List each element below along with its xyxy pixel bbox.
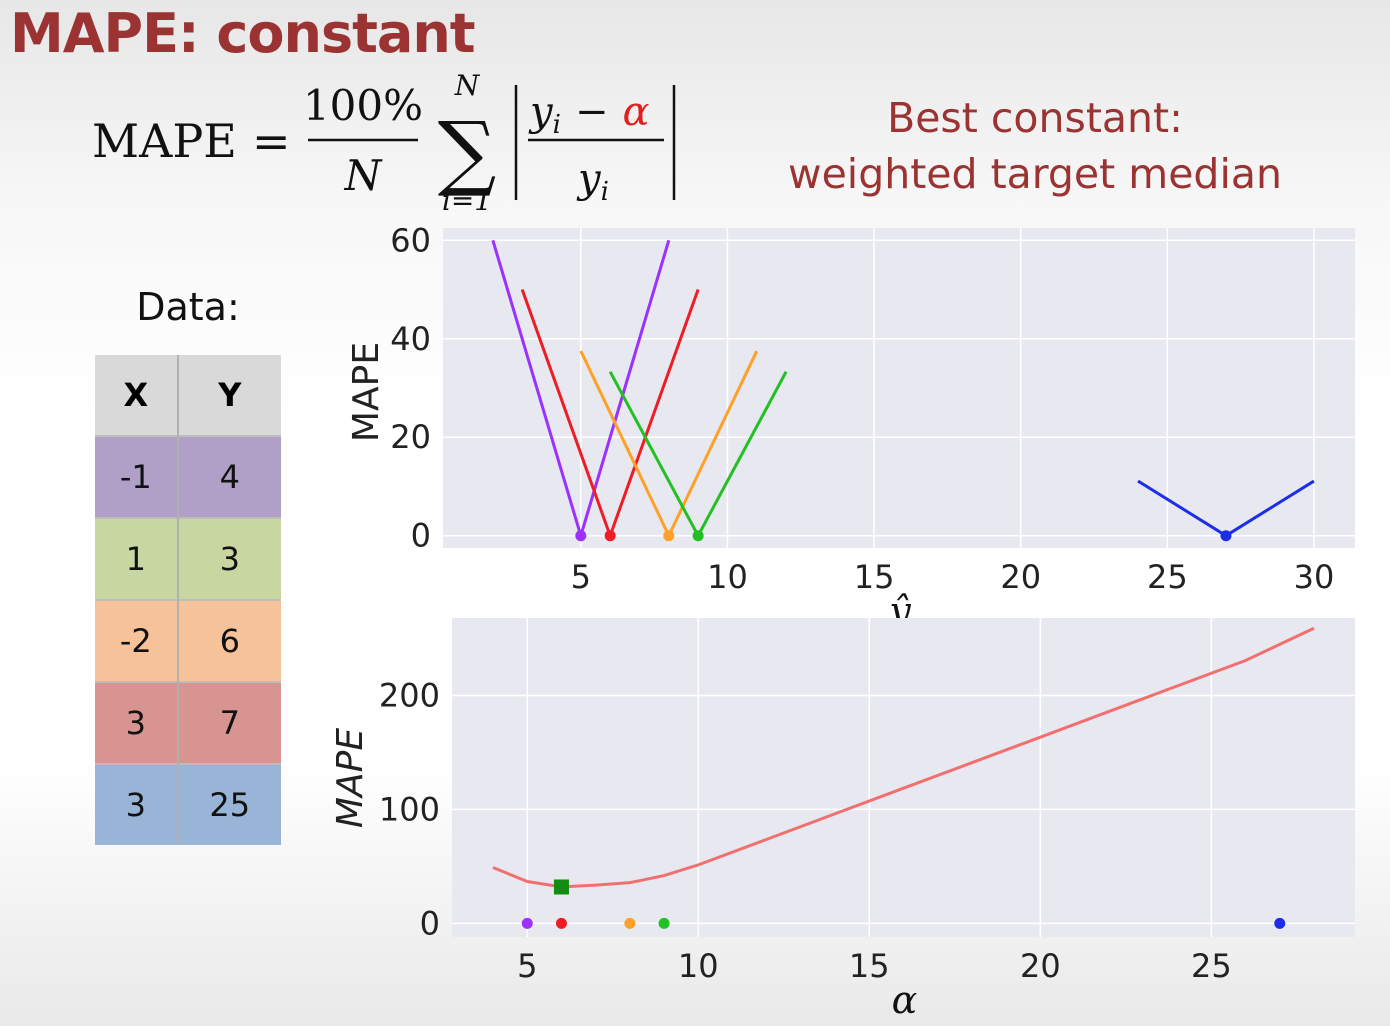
x-tick-label: 25 [1147,558,1188,596]
x-tick-label: 20 [1020,947,1061,985]
y-tick-label: 100 [379,790,440,828]
error-vs-prediction-chart: 5 10 15 20 25 30 0 20 40 60 MAPE ŷ [346,221,1355,620]
plot-area [452,618,1355,937]
best-constant-note: Best constant: weighted target median [770,90,1300,202]
data-table: X Y -1 4 1 3 -2 6 3 7 3 25 [95,355,281,845]
target-point [624,917,636,929]
table-row: 3 25 [95,763,281,845]
x-tick-label: 10 [707,558,748,596]
x-tick-label: 10 [678,947,719,985]
y-axis-label: MAPE [330,728,371,828]
x-tick-label: 20 [1000,558,1041,596]
mape-formula: MAPE = 100% N N ∑ i=1 yi − α yi [92,69,676,217]
series-minimum-point [663,530,675,542]
x-axis-label: α [892,978,918,1022]
best-constant-line-2: weighted target median [788,150,1282,198]
x-tick-label: 5 [571,558,591,596]
x-tick-label: 15 [849,947,890,985]
series-minimum-point [1220,530,1232,542]
table-cell-y: 3 [176,517,281,600]
y-axis-label: MAPE [346,342,387,442]
target-point [521,917,533,929]
formula-sum-lower: i=1 [442,184,492,217]
table-cell-x: -2 [95,599,178,682]
y-tick-label: 200 [379,676,440,714]
y-tick-label: 20 [390,418,431,456]
sum-sigma-symbol: ∑ [438,105,497,200]
best-constant-line-1: Best constant: [887,94,1183,142]
column-header-x: X [95,355,178,436]
table-cell-y: 7 [176,681,281,764]
data-label: Data: [136,285,240,329]
svg-text:yi: yi [576,156,609,207]
target-point [1274,917,1286,929]
minimum-marker [553,879,569,895]
formula-lhs: MAPE [92,114,237,168]
column-header-y: Y [176,355,281,436]
table-cell-y: 4 [176,435,281,518]
table-cell-x: 3 [95,681,178,764]
formula-numer-minus: − [575,89,609,135]
table-cell-y: 25 [176,763,281,845]
formula-coef-denom: N [344,151,383,200]
slide-title: MAPE: constant [10,2,476,65]
series-minimum-point [575,530,587,542]
x-tick-label: 25 [1191,947,1232,985]
target-point [555,917,567,929]
y-tick-label: 0 [420,904,440,942]
formula-denom-sub: i [601,177,609,207]
table-cell-y: 6 [176,599,281,682]
series-minimum-point [604,530,616,542]
table-row: -2 6 [95,599,281,682]
formula-numer-sub: i [553,110,561,140]
y-tick-label: 60 [390,221,431,259]
table-cell-x: 3 [95,763,178,845]
table-cell-x: -1 [95,435,178,518]
target-point [658,917,670,929]
table-cell-x: 1 [95,517,178,600]
formula-equals: = [252,114,291,168]
formula-numer-alpha: α [622,89,649,135]
table-row: -1 4 [95,435,281,518]
formula-numer-y: y [528,89,554,135]
x-axis-label: ŷ [887,589,911,620]
svg-text:yi−α: yi − α [528,89,649,140]
x-tick-label: 30 [1294,558,1335,596]
y-tick-label: 0 [411,517,431,555]
formula-denom-y: y [576,156,602,202]
mape-curve [492,626,1315,889]
formula-sum-upper: N [454,69,481,102]
y-tick-label: 40 [390,320,431,358]
x-tick-label: 5 [517,947,537,985]
x-tick-label: 15 [854,558,895,596]
formula-coef-numer: 100% [303,81,423,130]
series-minimum-point [692,530,704,542]
